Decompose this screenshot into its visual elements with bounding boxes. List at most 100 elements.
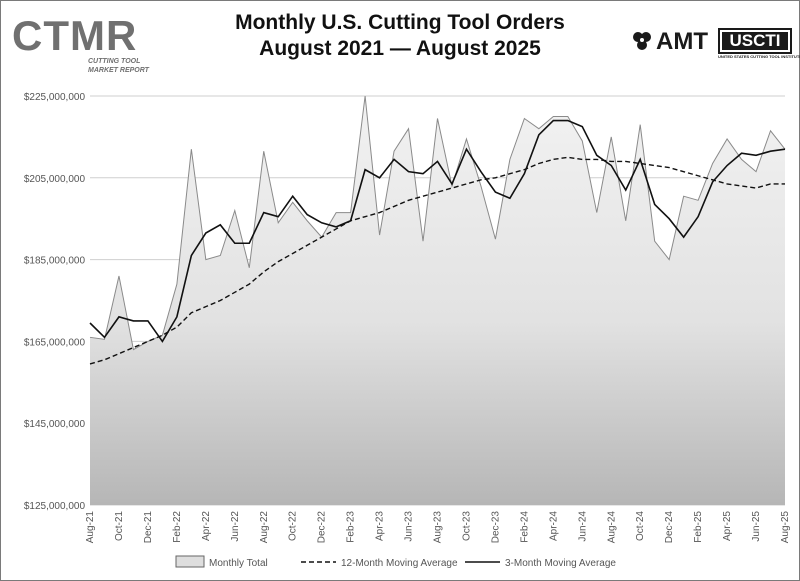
- y-tick-label: $125,000,000: [24, 501, 86, 512]
- 3-month-average-point: [495, 191, 497, 193]
- 3-month-average-point: [234, 242, 236, 244]
- 12-month-average-point: [147, 341, 149, 343]
- x-tick-label: Apr-25: [722, 511, 733, 541]
- 12-month-average-point: [610, 161, 612, 163]
- x-tick-label: Dec-21: [143, 511, 154, 544]
- monthly-total-point: [234, 210, 236, 212]
- monthly-total-point: [466, 138, 468, 140]
- 3-month-average-point: [581, 126, 583, 128]
- 3-month-average-point: [89, 322, 91, 324]
- 12-month-average-point: [654, 165, 656, 167]
- 3-month-average-point: [639, 159, 641, 161]
- monthly-total-point: [393, 150, 395, 152]
- x-tick-label: Aug-24: [606, 511, 617, 544]
- monthly-total-point: [335, 212, 337, 214]
- amt-usci-logos: AMT USCTI UNITED STATES CUTTING TOOL INS…: [630, 28, 800, 64]
- x-tick-label: Aug-22: [259, 511, 270, 544]
- monthly-total-area: [89, 95, 786, 505]
- 3-month-average-point: [220, 224, 222, 226]
- x-tick-label: Apr-24: [548, 511, 559, 541]
- legend-label-monthly-total: Monthly Total: [209, 558, 268, 569]
- monthly-total-point: [567, 116, 569, 118]
- 3-month-average-point: [133, 320, 135, 322]
- 12-month-average-point: [495, 177, 497, 179]
- 12-month-average-point: [784, 183, 786, 185]
- ctmr-logo-subtitle-line2: MARKET REPORT: [88, 67, 149, 74]
- 12-month-average-point: [422, 195, 424, 197]
- x-tick-label: Oct-21: [114, 511, 125, 541]
- 12-month-average-point: [104, 359, 106, 361]
- series-lines: [89, 119, 786, 365]
- monthly-total-point: [697, 199, 699, 201]
- 3-month-average-point: [553, 120, 555, 122]
- 3-month-average-point: [596, 155, 598, 157]
- monthly-total-point: [118, 275, 120, 277]
- 3-month-average-point: [277, 216, 279, 218]
- 12-month-average-point: [538, 163, 540, 165]
- 12-month-average-point: [220, 300, 222, 302]
- 3-month-average-point: [292, 195, 294, 197]
- 3-month-average-point: [726, 165, 728, 167]
- monthly-total-point: [306, 220, 308, 222]
- 12-month-average-point: [668, 167, 670, 169]
- legend-label-12-month: 12-Month Moving Average: [341, 558, 458, 569]
- 3-month-average-point: [697, 216, 699, 218]
- 3-month-average-point: [321, 222, 323, 224]
- 12-month-average-point: [393, 206, 395, 208]
- ctmr-logo: CTMR CUTTING TOOL MARKET REPORT: [10, 12, 160, 80]
- x-tick-label: Oct-23: [461, 511, 472, 541]
- 3-month-average-point: [712, 181, 714, 183]
- monthly-total-point: [220, 255, 222, 257]
- monthly-total-point: [755, 171, 757, 173]
- monthly-total-point: [408, 128, 410, 130]
- x-tick-label: Apr-22: [201, 511, 212, 541]
- x-tick-label: Feb-22: [172, 511, 183, 543]
- 12-month-average-point: [306, 244, 308, 246]
- 12-month-average-point: [524, 169, 526, 171]
- usci-logo-text: USCTI: [718, 28, 792, 54]
- 3-month-average-point: [364, 169, 366, 171]
- monthly-total-point: [104, 339, 106, 341]
- 12-month-average-point: [639, 163, 641, 165]
- monthly-total-point: [509, 159, 511, 161]
- chart-subtitle: August 2021 — August 2025: [259, 37, 541, 60]
- monthly-total-point: [668, 259, 670, 261]
- 3-month-average-point: [784, 148, 786, 150]
- 3-month-average-point: [162, 341, 164, 343]
- 3-month-average-point: [437, 161, 439, 163]
- y-axis-ticks: $125,000,000 $145,000,000 $165,000,000 $185…: [24, 92, 86, 512]
- 3-month-average-point: [147, 320, 149, 322]
- 3-month-average-point: [408, 171, 410, 173]
- monthly-total-point: [437, 118, 439, 120]
- x-tick-label: Dec-23: [490, 511, 501, 544]
- 12-month-average-point: [581, 159, 583, 161]
- y-tick-label: $185,000,000: [24, 256, 86, 267]
- 3-month-average-point: [466, 148, 468, 150]
- amt-logo-text: AMT: [656, 28, 708, 55]
- 12-month-average-point: [408, 199, 410, 201]
- 3-month-average-point: [306, 214, 308, 216]
- 3-month-average-point: [191, 255, 193, 257]
- 3-month-average-point: [393, 159, 395, 161]
- 3-month-average-point: [248, 242, 250, 244]
- 3-month-average-point: [524, 173, 526, 175]
- x-tick-label: Jun-24: [577, 511, 588, 542]
- 12-month-average-point: [191, 312, 193, 314]
- 12-month-average-point: [451, 187, 453, 189]
- x-tick-label: Feb-23: [346, 511, 357, 543]
- monthly-total-point: [596, 212, 598, 214]
- 12-month-average-point: [321, 236, 323, 238]
- monthly-total-point: [89, 337, 91, 339]
- 3-month-average-point: [538, 134, 540, 136]
- 3-month-average-point: [379, 177, 381, 179]
- monthly-total-point: [379, 234, 381, 236]
- 12-month-average-point: [712, 179, 714, 181]
- 3-month-average-point: [176, 316, 178, 318]
- 12-month-average-point: [770, 183, 772, 185]
- y-tick-label: $165,000,000: [24, 337, 86, 348]
- legend-swatch-monthly-total: [175, 555, 205, 568]
- 12-month-average-point: [162, 334, 164, 336]
- 3-month-average-point: [741, 152, 743, 154]
- 3-month-average-point: [770, 150, 772, 152]
